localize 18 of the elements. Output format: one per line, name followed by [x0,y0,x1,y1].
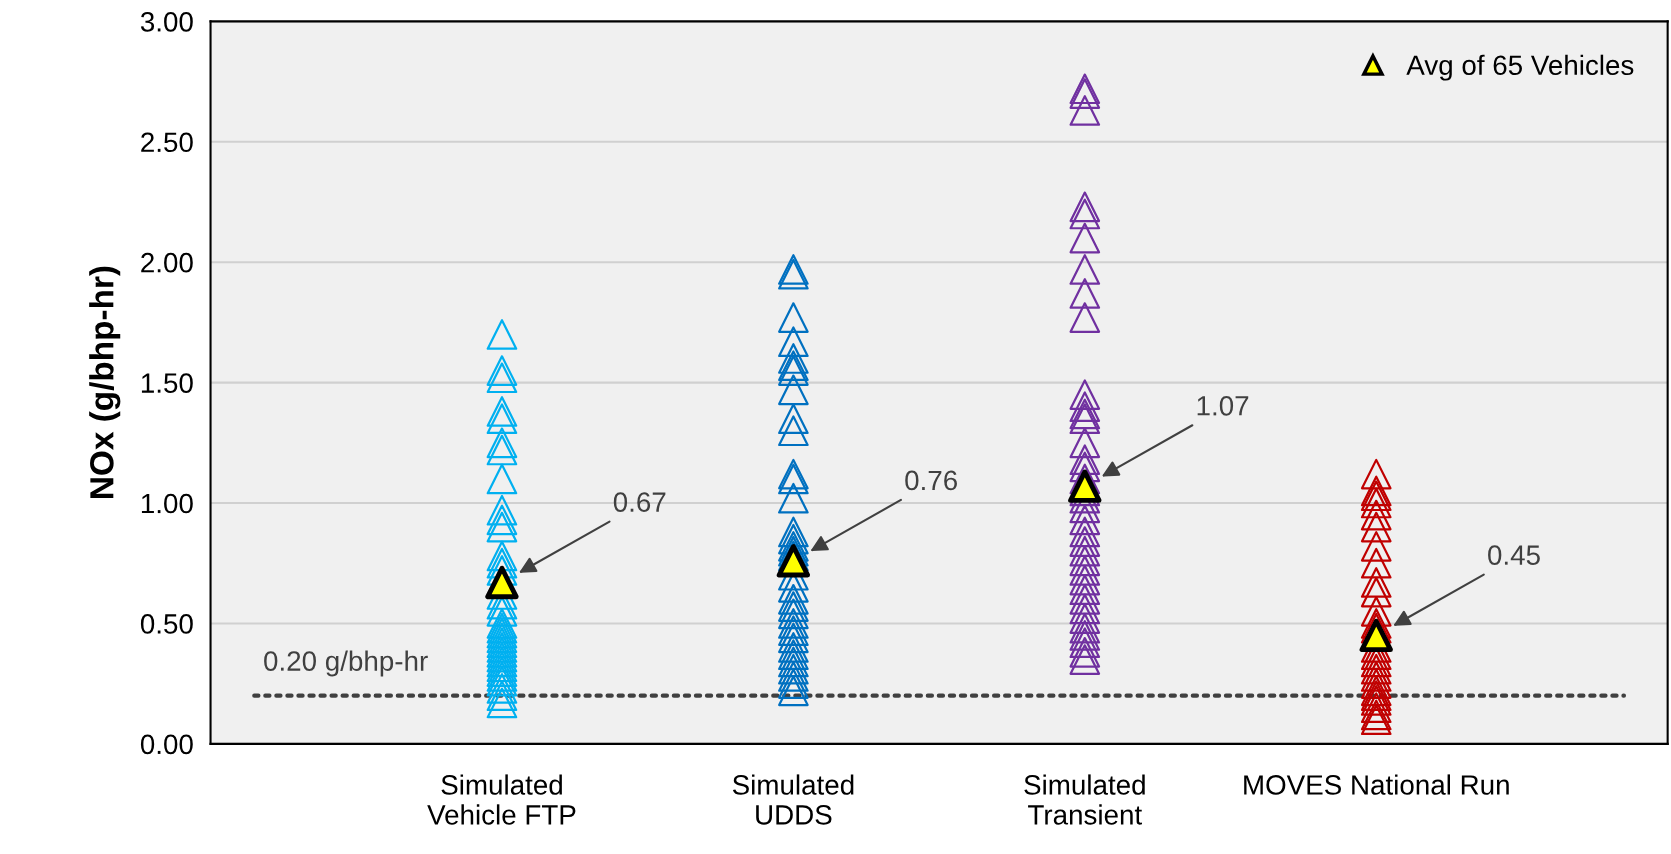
x-tick-label: Simulated UDDS [732,774,854,825]
y-tick-label: 2.50 [141,132,193,153]
ref-line-label: 0.20 g/bhp-hr [264,650,428,677]
x-tick-label: Simulated Transient [1024,774,1145,825]
data-label: 0.67 [613,492,666,512]
data-label: 0.45 [1488,545,1540,565]
y-tick-label: 1.00 [141,493,193,514]
y-tick-label: 1.50 [141,373,193,393]
x-tick-label: Simulated Vehicle FTP [427,774,576,825]
y-tick-label: 2.00 [141,252,193,273]
data-label: 0.76 [905,470,957,491]
x-tick-label: MOVES National Run [1244,774,1509,795]
data-label: 1.07 [1197,395,1249,416]
y-axis-title: NOx (g/bhp-hr) [89,266,121,498]
legend-label: Avg of 65 Vehicles [1406,54,1634,81]
y-tick-label: 0.50 [140,614,193,634]
y-tick-label: 3.00 [140,12,193,32]
y-tick-label: 0.00 [140,734,193,755]
